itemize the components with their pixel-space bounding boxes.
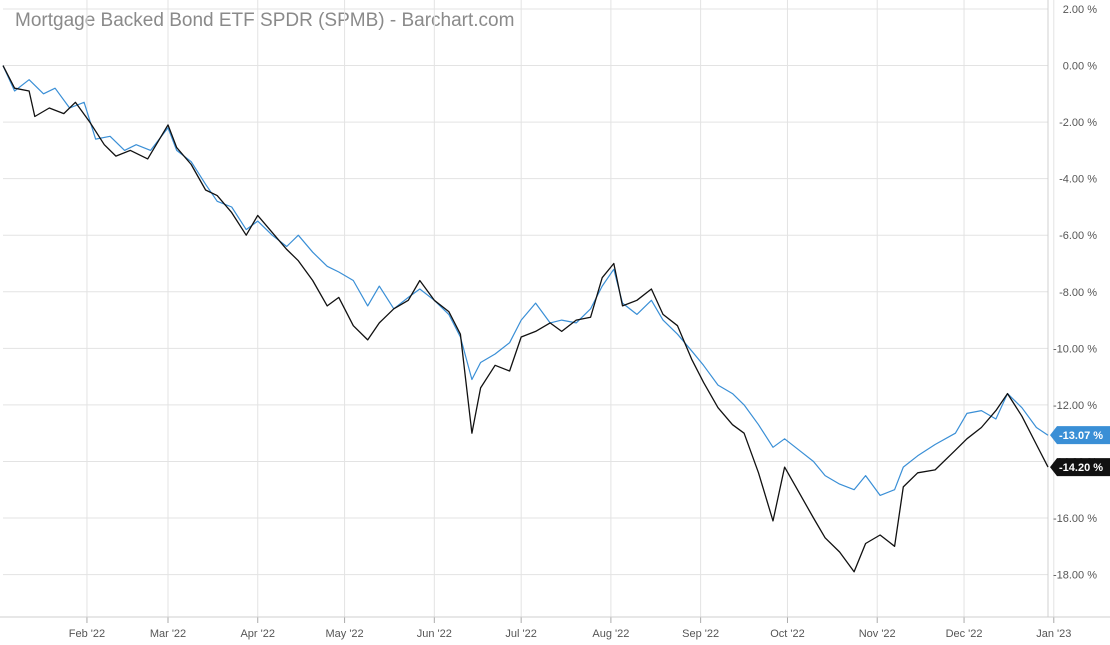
series-layer [2, 65, 1049, 573]
last-value-labels: -13.07 % -14.20 % [1050, 426, 1110, 477]
y-tick-label: -12.00 % [1053, 400, 1097, 412]
grid [3, 0, 1055, 617]
last-value-text: -13.07 % [1059, 430, 1103, 442]
x-tick-label: May '22 [325, 628, 363, 640]
y-tick-label: -18.00 % [1053, 570, 1097, 582]
x-tick-label: Jun '22 [417, 628, 452, 640]
last-value-tag [1050, 426, 1110, 445]
x-tick-label: Nov '22 [859, 628, 896, 640]
x-tick-label: Dec '22 [946, 628, 983, 640]
y-tick-label: -16.00 % [1053, 513, 1097, 525]
series-line-1 [2, 65, 1049, 496]
y-tick-label: 0.00 % [1063, 61, 1097, 73]
x-tick-label: Jan '23 [1036, 628, 1071, 640]
y-tick-label: -6.00 % [1059, 230, 1097, 242]
last-value-label-1: -13.07 % [1050, 426, 1110, 445]
y-tick-label: -8.00 % [1059, 287, 1097, 299]
x-tick-label: Aug '22 [592, 628, 629, 640]
x-tick-label: Feb '22 [69, 628, 105, 640]
x-tick-label: Jul '22 [505, 628, 536, 640]
chart-title: Mortgage Backed Bond ETF SPDR (SPMB) - B… [15, 10, 515, 31]
last-value-label-2: -14.20 % [1050, 458, 1110, 477]
x-tick-label: Apr '22 [240, 628, 275, 640]
series-line-2 [2, 65, 1049, 573]
y-tick-label: -4.00 % [1059, 174, 1097, 186]
x-tick-label: Oct '22 [770, 628, 805, 640]
last-value-tag [1050, 458, 1110, 477]
last-value-text: -14.20 % [1059, 462, 1103, 474]
x-tick-label: Mar '22 [150, 628, 186, 640]
y-tick-label: -2.00 % [1059, 117, 1097, 129]
x-tick-label: Sep '22 [682, 628, 719, 640]
y-tick-label: -10.00 % [1053, 343, 1097, 355]
y-tick-label: 2.00 % [1063, 4, 1097, 16]
